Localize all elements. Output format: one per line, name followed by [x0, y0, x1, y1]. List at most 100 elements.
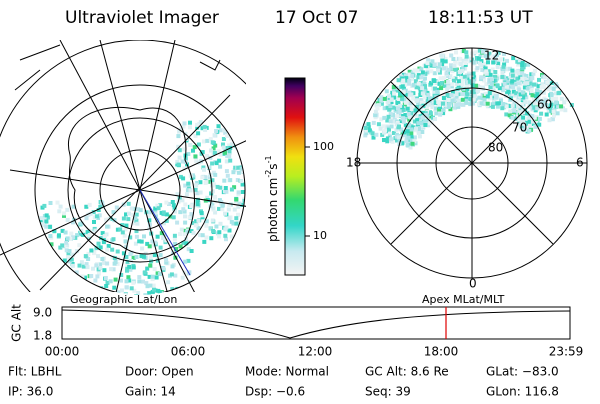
aurora-pixel — [134, 255, 139, 259]
aurora-pixel — [433, 86, 437, 91]
aurora-pixel — [462, 90, 467, 94]
aurora-pixel — [86, 251, 91, 256]
aurora-pixel — [118, 227, 123, 232]
aurora-pixel — [398, 103, 403, 108]
aurora-pixel — [184, 241, 189, 246]
aurora-pixel — [183, 214, 187, 219]
aurora-pixel — [62, 213, 66, 218]
aurora-pixel — [174, 247, 179, 251]
aurora-pixel — [147, 291, 152, 295]
aurora-pixel — [195, 125, 200, 130]
aurora-pixel — [164, 257, 169, 262]
aurora-pixel — [39, 218, 44, 223]
aurora-pixel — [516, 103, 520, 108]
aurora-pixel — [204, 223, 209, 228]
aurora-pixel — [102, 268, 107, 273]
aurora-pixel — [401, 78, 406, 83]
aurora-pixel — [553, 91, 558, 96]
aurora-pixel — [218, 221, 223, 226]
aurora-pixel — [442, 80, 447, 85]
aurora-pixel — [473, 50, 478, 55]
aurora-pixel — [539, 85, 544, 90]
aurora-pixel — [435, 89, 440, 94]
aurora-pixel — [236, 212, 240, 217]
aurora-pixel — [454, 102, 459, 107]
aurora-pixel — [69, 257, 74, 262]
aurora-pixel — [507, 104, 512, 109]
aurora-pixel — [516, 81, 521, 86]
aurora-pixel — [547, 118, 552, 123]
aurora-pixel — [84, 204, 89, 209]
aurora-pixel — [429, 69, 434, 74]
aurora-pixel — [427, 62, 432, 67]
aurora-pixel — [424, 64, 429, 69]
aurora-pixel — [537, 122, 542, 127]
aurora-pixel — [409, 77, 414, 82]
aurora-pixel — [530, 93, 535, 98]
aurora-pixel — [213, 172, 218, 177]
aurora-pixel — [529, 91, 533, 96]
aurora-pixel — [158, 245, 163, 250]
aurora-pixel — [562, 100, 567, 105]
aurora-pixel — [210, 201, 215, 206]
aurora-pixel — [181, 124, 186, 129]
aurora-pixel — [441, 111, 446, 116]
aurora-pixel — [404, 139, 409, 143]
aurora-pixel — [510, 79, 515, 84]
aurora-pixel — [222, 128, 226, 133]
aurora-pixel — [208, 175, 212, 179]
aurora-pixel — [524, 74, 529, 78]
aurora-pixel — [416, 81, 421, 86]
aurora-pixel — [91, 266, 95, 271]
aurora-pixel — [461, 102, 465, 107]
aurora-pixel — [460, 69, 465, 74]
aurora-pixel — [67, 259, 72, 264]
aurora-pixel — [183, 183, 188, 188]
aurora-pixel — [552, 113, 556, 118]
aurora-pixel — [471, 101, 476, 106]
aurora-pixel — [461, 58, 466, 63]
aurora-pixel — [125, 268, 129, 273]
aurora-pixel — [454, 81, 459, 86]
aurora-pixel — [520, 102, 525, 107]
aurora-pixel — [520, 76, 525, 81]
aurora-pixel — [430, 105, 435, 109]
aurora-pixel — [379, 95, 384, 100]
aurora-pixel — [227, 143, 232, 148]
aurora-pixel — [522, 122, 527, 127]
aurora-pixel — [93, 278, 98, 283]
aurora-pixel — [140, 246, 145, 251]
aurora-pixel — [98, 245, 103, 250]
aurora-pixel — [466, 71, 471, 76]
aurora-pixel — [440, 58, 445, 63]
aurora-pixel — [418, 93, 423, 97]
aurora-pixel — [240, 182, 245, 187]
aurora-pixel — [461, 66, 466, 71]
aurora-pixel — [517, 87, 522, 92]
aurora-pixel — [234, 197, 239, 202]
lat-label: 60 — [537, 98, 552, 112]
aurora-pixel — [363, 126, 368, 130]
aurora-pixel — [108, 216, 113, 221]
aurora-pixel — [81, 264, 86, 269]
info-field: GC Alt: 8.6 Re — [365, 365, 449, 379]
aurora-pixel — [425, 61, 430, 66]
aurora-pixel — [119, 273, 124, 277]
aurora-pixel — [416, 75, 421, 80]
aurora-pixel — [93, 228, 98, 233]
aurora-pixel — [195, 122, 200, 127]
aurora-pixel — [96, 254, 100, 259]
aurora-pixel — [105, 280, 110, 285]
aurora-pixel — [467, 76, 472, 81]
aurora-pixel — [517, 58, 522, 63]
aurora-pixel — [433, 100, 438, 105]
aurora-pixel — [499, 57, 504, 62]
aurora-pixel — [105, 224, 110, 229]
aurora-pixel — [499, 98, 503, 103]
aurora-pixel — [155, 203, 160, 208]
aurora-pixel — [240, 190, 245, 194]
aurora-pixel — [382, 106, 387, 111]
aurora-pixel — [96, 208, 101, 212]
aurora-pixel — [419, 83, 424, 87]
aurora-pixel — [450, 98, 455, 103]
